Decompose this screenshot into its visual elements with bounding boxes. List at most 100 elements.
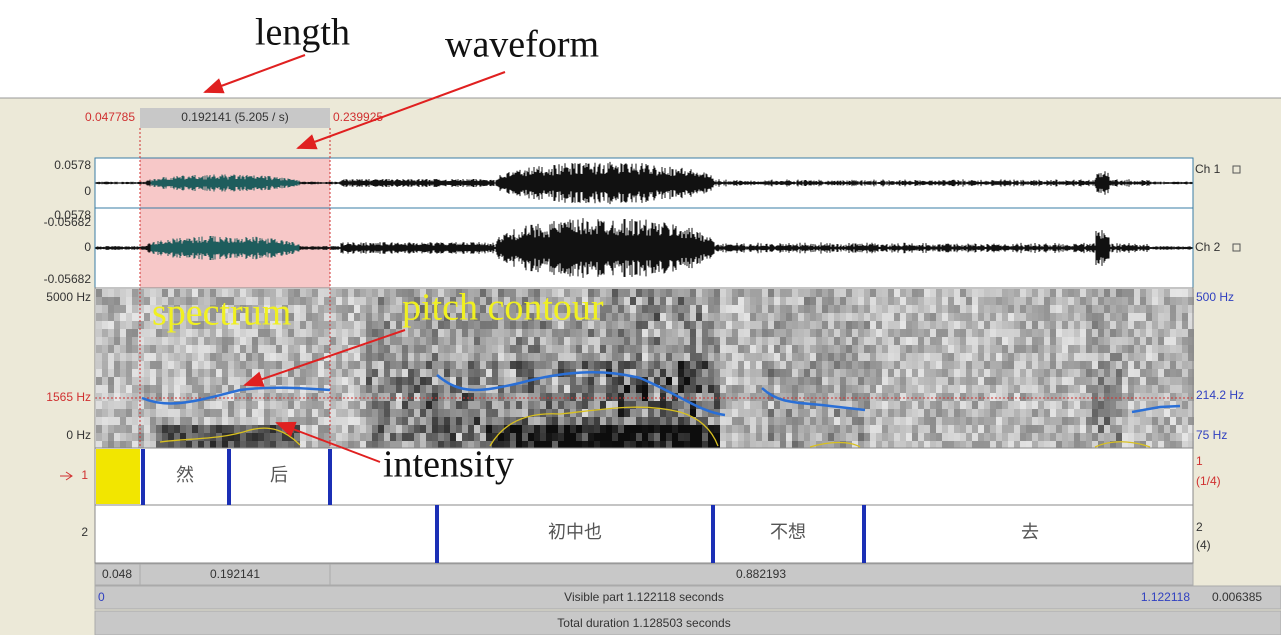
spectrogram-cell [906, 329, 912, 337]
spectrogram-cell [1086, 393, 1092, 401]
spectrogram-cell [924, 425, 930, 433]
spectrogram-cell [990, 337, 996, 345]
spectrogram-cell [570, 385, 576, 393]
spectrogram-cell [336, 321, 342, 329]
spectrogram-cell [708, 393, 714, 401]
spectrogram-cell [912, 321, 918, 329]
spectrogram-cell [372, 297, 378, 305]
spectrogram-cell [1002, 289, 1008, 297]
spectrogram-cell [1104, 329, 1110, 337]
spectrogram-cell [936, 345, 942, 353]
spectrogram-cell [708, 313, 714, 321]
spectrogram-cell [732, 425, 738, 433]
spectrogram-cell [534, 409, 540, 417]
spectrogram-cell [1074, 369, 1080, 377]
spectrogram-cell [318, 289, 324, 297]
spectrogram-cell [426, 345, 432, 353]
spectrogram-cell [810, 353, 816, 361]
spectrogram-cell [606, 305, 612, 313]
spectrogram-cell [342, 297, 348, 305]
spectrogram-cell [138, 329, 144, 337]
spectrogram-cell [576, 417, 582, 425]
spectrogram-cell [1116, 385, 1122, 393]
spectrogram-cell [1092, 377, 1098, 385]
spectrogram-cell [432, 377, 438, 385]
spectrogram-cell [102, 329, 108, 337]
spectrogram-cell [816, 417, 822, 425]
spectrogram-cell [834, 297, 840, 305]
spectrogram-cell [780, 433, 786, 441]
spectrogram-cell [786, 385, 792, 393]
spectrogram-cell [1098, 353, 1104, 361]
spectrogram-cell [354, 353, 360, 361]
spectrogram-cell [792, 385, 798, 393]
spectrogram-cell [174, 361, 180, 369]
spectrogram-cell [1032, 305, 1038, 313]
spectrogram-cell [738, 297, 744, 305]
spectrogram-cell [768, 305, 774, 313]
spectrogram-cell [816, 361, 822, 369]
spectrogram-cell [456, 337, 462, 345]
spectrogram-cell [750, 345, 756, 353]
spectrogram-cell [954, 417, 960, 425]
spectrogram-cell [432, 361, 438, 369]
spectrogram-cell [1158, 369, 1164, 377]
spectrogram-cell [150, 409, 156, 417]
spectrogram-cell [990, 361, 996, 369]
spectrogram-cell [378, 321, 384, 329]
spectrogram-cell [390, 417, 396, 425]
spectrogram-cell [414, 361, 420, 369]
spectrogram-cell [330, 337, 336, 345]
spectrogram-cell [426, 433, 432, 441]
spectrogram-cell [462, 433, 468, 441]
spectrogram-cell [606, 417, 612, 425]
spectrogram-cell [276, 353, 282, 361]
spectrogram-cell [1086, 353, 1092, 361]
spectrogram-cell [366, 393, 372, 401]
spectrogram-cell [1062, 433, 1068, 441]
spectrogram-cell [372, 305, 378, 313]
spectrogram-cell [780, 353, 786, 361]
spectrogram-cell [126, 305, 132, 313]
spectrogram-cell [1068, 401, 1074, 409]
spectrogram-cell [648, 297, 654, 305]
spectrogram-cell [702, 377, 708, 385]
spectrogram-cell [378, 425, 384, 433]
spectrogram-cell [798, 345, 804, 353]
spectrogram-cell [1086, 417, 1092, 425]
spectrogram-cell [420, 345, 426, 353]
spectrogram-cell [798, 409, 804, 417]
spectrogram-cell [420, 433, 426, 441]
spectrogram-cell [390, 409, 396, 417]
spectrogram-cell [372, 409, 378, 417]
spectrogram-cell [366, 321, 372, 329]
spectrogram-cell [1164, 361, 1170, 369]
spectrogram-cell [438, 385, 444, 393]
spectrogram-cell [546, 337, 552, 345]
spectrogram-cell [234, 409, 240, 417]
spectrogram-cell [930, 433, 936, 441]
spectrogram-cell [942, 289, 948, 297]
spectrogram-cell [1176, 289, 1182, 297]
spectrogram-cell [990, 305, 996, 313]
spectrogram-cell [972, 425, 978, 433]
spectrogram-cell [1020, 353, 1026, 361]
spectrogram-cell [774, 297, 780, 305]
spectrogram-cell [894, 433, 900, 441]
spectrogram-cell [234, 369, 240, 377]
spectrogram-cell [1182, 425, 1188, 433]
spectrogram-cell [288, 337, 294, 345]
spectrogram-cell [888, 385, 894, 393]
spectrogram-cell [768, 297, 774, 305]
spectrogram-cell [384, 401, 390, 409]
spectrogram-cell [960, 433, 966, 441]
spectrogram-cell [696, 345, 702, 353]
spectrogram-cell [516, 409, 522, 417]
spectrogram-cell [1116, 313, 1122, 321]
spectrogram-cell [708, 305, 714, 313]
spectrogram-cell [1014, 393, 1020, 401]
spectrogram-cell [492, 345, 498, 353]
spectrogram-cell [822, 329, 828, 337]
spectrogram-cell [696, 377, 702, 385]
spectrogram-cell [630, 289, 636, 297]
